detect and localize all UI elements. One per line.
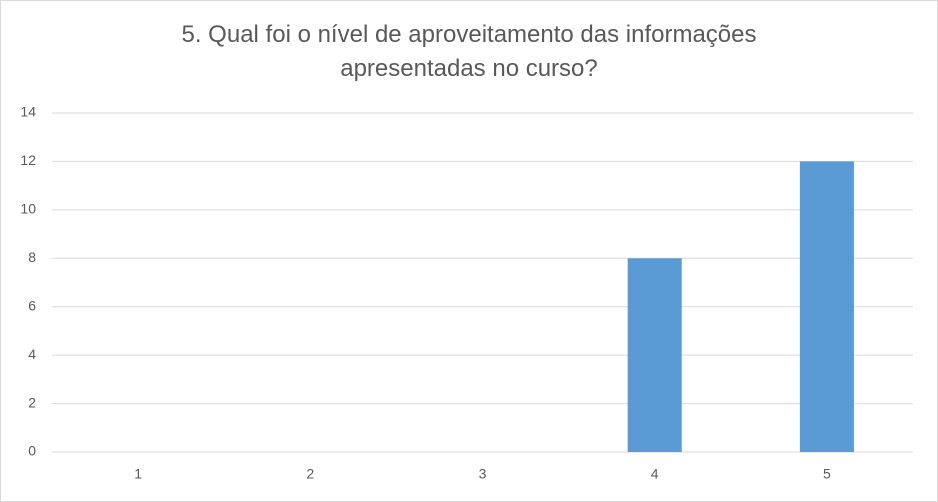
y-tick-label: 8 [28,249,36,265]
y-tick-label: 12 [20,152,36,168]
x-tick-label: 4 [651,466,659,482]
y-tick-label: 14 [20,104,36,120]
bar [627,258,682,452]
y-tick-label: 10 [20,201,36,217]
x-tick-label: 1 [134,466,142,482]
y-tick-label: 4 [28,346,36,362]
y-tick-label: 2 [28,394,36,410]
bar [799,161,854,452]
y-tick-label: 6 [28,297,36,313]
chart-title: 5. Qual foi o nível de aproveitamento da… [181,21,757,82]
x-tick-label: 3 [479,466,487,482]
y-tick-label: 0 [28,443,36,459]
x-tick-label: 5 [823,466,831,482]
x-tick-label: 2 [306,466,314,482]
